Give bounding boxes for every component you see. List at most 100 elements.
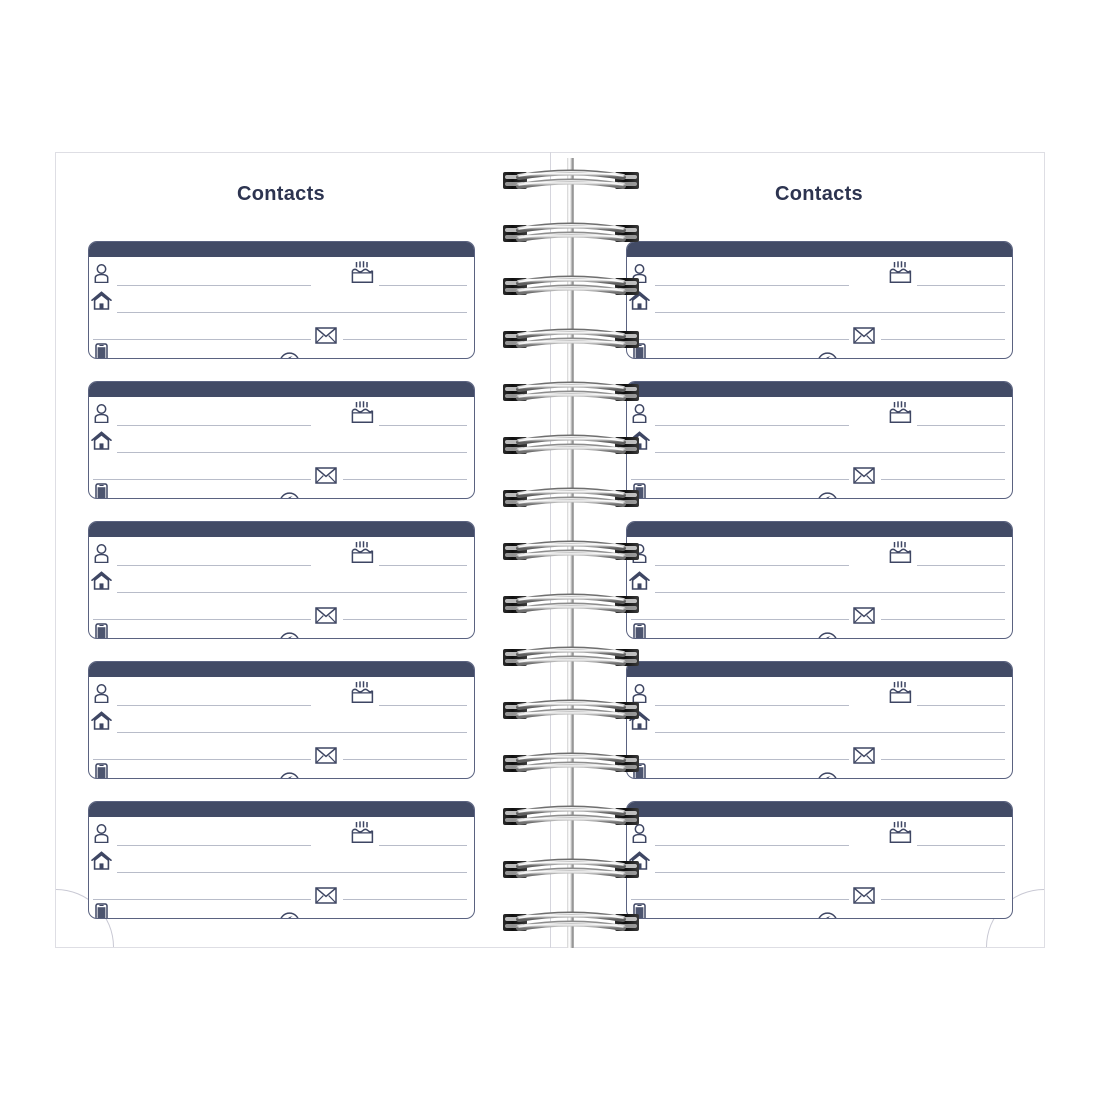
write-on-line[interactable]	[881, 339, 1005, 340]
write-on-line[interactable]	[655, 565, 849, 566]
telephone-icon	[279, 912, 300, 918]
write-on-line[interactable]	[93, 479, 311, 480]
card-body	[89, 257, 474, 358]
birthday-cake-icon	[889, 541, 912, 564]
home-icon	[91, 431, 112, 450]
write-on-line[interactable]	[93, 619, 311, 620]
write-on-line[interactable]	[117, 565, 311, 566]
center-fold-line	[550, 152, 551, 948]
write-on-line[interactable]	[881, 899, 1005, 900]
envelope-icon	[315, 327, 337, 344]
write-on-line[interactable]	[655, 285, 849, 286]
write-on-line[interactable]	[117, 592, 467, 593]
envelope-icon	[853, 887, 875, 904]
write-on-line[interactable]	[343, 899, 467, 900]
write-on-line[interactable]	[655, 425, 849, 426]
write-on-line[interactable]	[117, 705, 311, 706]
contact-card[interactable]	[88, 241, 475, 359]
contact-card[interactable]	[626, 801, 1013, 919]
envelope-icon	[853, 467, 875, 484]
write-on-line[interactable]	[655, 845, 849, 846]
write-on-line[interactable]	[117, 845, 311, 846]
birthday-cake-icon	[351, 821, 374, 844]
write-on-line[interactable]	[655, 592, 1005, 593]
telephone-icon	[279, 632, 300, 638]
right-page: Contacts	[550, 152, 1045, 948]
write-on-line[interactable]	[343, 479, 467, 480]
contact-card[interactable]	[88, 521, 475, 639]
write-on-line[interactable]	[631, 899, 849, 900]
write-on-line[interactable]	[117, 732, 467, 733]
contact-card[interactable]	[626, 521, 1013, 639]
write-on-line[interactable]	[655, 732, 1005, 733]
write-on-line[interactable]	[379, 565, 467, 566]
write-on-line[interactable]	[881, 619, 1005, 620]
contact-card[interactable]	[88, 381, 475, 499]
card-body	[89, 677, 474, 778]
card-header-bar	[89, 662, 474, 677]
telephone-icon	[817, 772, 838, 778]
write-on-line[interactable]	[917, 705, 1005, 706]
envelope-icon	[853, 327, 875, 344]
write-on-line[interactable]	[93, 339, 311, 340]
contact-card[interactable]	[626, 241, 1013, 359]
envelope-icon	[315, 467, 337, 484]
write-on-line[interactable]	[343, 619, 467, 620]
write-on-line[interactable]	[655, 312, 1005, 313]
contact-card[interactable]	[626, 381, 1013, 499]
card-header-bar	[627, 662, 1012, 677]
write-on-line[interactable]	[379, 845, 467, 846]
write-on-line[interactable]	[117, 312, 467, 313]
write-on-line[interactable]	[117, 425, 311, 426]
write-on-line[interactable]	[917, 425, 1005, 426]
write-on-line[interactable]	[631, 759, 849, 760]
telephone-icon	[817, 492, 838, 498]
write-on-line[interactable]	[917, 285, 1005, 286]
card-body	[89, 397, 474, 498]
birthday-cake-icon	[889, 681, 912, 704]
person-icon	[93, 404, 110, 423]
write-on-line[interactable]	[655, 705, 849, 706]
contact-card[interactable]	[88, 661, 475, 779]
write-on-line[interactable]	[881, 479, 1005, 480]
telephone-icon	[817, 912, 838, 918]
write-on-line[interactable]	[117, 872, 467, 873]
birthday-cake-icon	[351, 401, 374, 424]
card-body	[627, 677, 1012, 778]
write-on-line[interactable]	[631, 619, 849, 620]
write-on-line[interactable]	[655, 452, 1005, 453]
write-on-line[interactable]	[343, 339, 467, 340]
write-on-line[interactable]	[343, 759, 467, 760]
person-icon	[93, 824, 110, 843]
contact-card[interactable]	[626, 661, 1013, 779]
write-on-line[interactable]	[117, 452, 467, 453]
write-on-line[interactable]	[379, 705, 467, 706]
card-body	[89, 817, 474, 918]
card-header-bar	[89, 802, 474, 817]
mobile-phone-icon	[633, 483, 646, 498]
write-on-line[interactable]	[379, 285, 467, 286]
home-icon	[91, 291, 112, 310]
home-icon	[91, 571, 112, 590]
mobile-phone-icon	[95, 343, 108, 358]
home-icon	[629, 711, 650, 730]
write-on-line[interactable]	[917, 565, 1005, 566]
card-header-bar	[627, 802, 1012, 817]
contact-card[interactable]	[88, 801, 475, 919]
write-on-line[interactable]	[655, 872, 1005, 873]
write-on-line[interactable]	[93, 899, 311, 900]
write-on-line[interactable]	[93, 759, 311, 760]
home-icon	[629, 431, 650, 450]
person-icon	[631, 544, 648, 563]
envelope-icon	[315, 607, 337, 624]
telephone-icon	[817, 352, 838, 358]
write-on-line[interactable]	[631, 339, 849, 340]
write-on-line[interactable]	[379, 425, 467, 426]
birthday-cake-icon	[889, 261, 912, 284]
envelope-icon	[853, 607, 875, 624]
write-on-line[interactable]	[117, 285, 311, 286]
envelope-icon	[853, 747, 875, 764]
write-on-line[interactable]	[881, 759, 1005, 760]
write-on-line[interactable]	[917, 845, 1005, 846]
write-on-line[interactable]	[631, 479, 849, 480]
